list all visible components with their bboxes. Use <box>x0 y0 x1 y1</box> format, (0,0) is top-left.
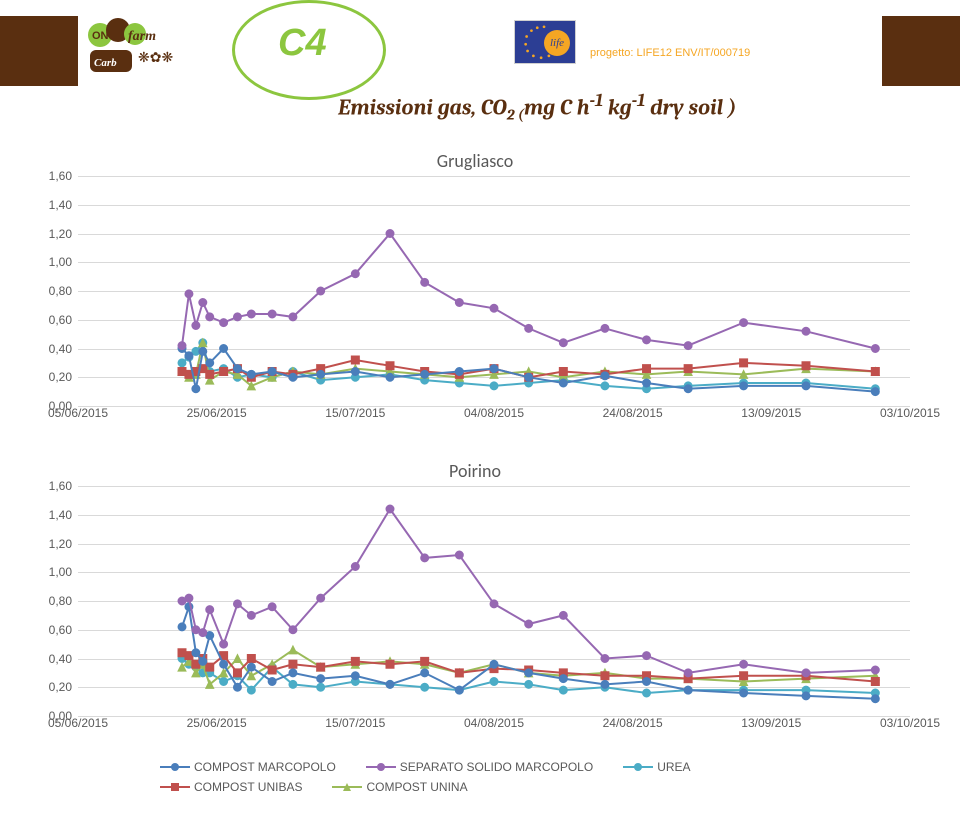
legend-swatch <box>366 766 396 768</box>
legend-item-compost_unibas: COMPOST UNIBAS <box>160 780 302 794</box>
chart1-title: Grugliasco <box>40 150 910 172</box>
gridline <box>78 176 910 177</box>
life-line3: progetto: LIFE12 ENV/IT/000719 <box>590 47 810 59</box>
life-disc-icon: life <box>544 30 570 56</box>
y-tick-label: 1,60 <box>42 479 72 493</box>
series-line-urea <box>182 343 875 389</box>
legend-item-urea: UREA <box>623 760 690 774</box>
x-tick-label: 05/06/2015 <box>48 406 108 420</box>
series-markers-compost_unina <box>178 646 879 689</box>
y-tick-label: 1,40 <box>42 508 72 522</box>
gridline <box>78 630 910 631</box>
series-line-compost_marcopolo <box>182 607 875 699</box>
gridline <box>78 601 910 602</box>
legend-item-separato: SEPARATO SOLIDO MARCOPOLO <box>366 760 593 774</box>
series-markers-compost_unina <box>178 339 879 390</box>
legend-swatch <box>332 786 362 788</box>
y-tick-label: 1,20 <box>42 537 72 551</box>
series-markers-compost_unibas <box>178 649 879 686</box>
x-tick-label: 05/06/2015 <box>48 716 108 730</box>
gridline <box>78 486 910 487</box>
x-tick-label: 04/08/2015 <box>464 406 524 420</box>
series-markers-urea <box>178 655 879 698</box>
svg-text:Carb: Carb <box>94 57 117 69</box>
y-tick-label: 1,00 <box>42 255 72 269</box>
series-line-separato <box>182 509 875 673</box>
legend-item-compost_marcopolo: COMPOST MARCOPOLO <box>160 760 336 774</box>
legend-label: COMPOST UNINA <box>366 780 467 794</box>
x-tick-label: 13/09/2015 <box>741 716 801 730</box>
chart2-title: Poirino <box>40 460 910 482</box>
y-tick-label: 0,40 <box>42 652 72 666</box>
gridline <box>78 515 910 516</box>
chart2-plot: 0,000,200,400,600,801,001,201,401,60 <box>78 486 910 716</box>
gridline <box>78 377 910 378</box>
svg-text:farm: farm <box>128 29 156 44</box>
y-tick-label: 1,00 <box>42 565 72 579</box>
gridline <box>78 234 910 235</box>
life-text: Life+ Environment Policy and Governance … <box>590 18 810 59</box>
svg-text:ON: ON <box>92 30 109 42</box>
y-tick-label: 0,40 <box>42 342 72 356</box>
series-line-compost_unibas <box>182 653 875 682</box>
y-tick-label: 0,20 <box>42 370 72 384</box>
legend-label: COMPOST UNIBAS <box>194 780 302 794</box>
y-tick-label: 0,80 <box>42 284 72 298</box>
x-tick-label: 24/08/2015 <box>603 716 663 730</box>
series-markers-urea <box>178 339 879 393</box>
series-line-compost_marcopolo <box>182 349 875 392</box>
y-tick-label: 1,60 <box>42 169 72 183</box>
gridline <box>78 349 910 350</box>
legend: COMPOST MARCOPOLO SEPARATO SOLIDO MARCOPO… <box>160 760 691 800</box>
gridline <box>78 205 910 206</box>
c4-label: C4 <box>278 22 327 65</box>
y-tick-label: 0,60 <box>42 313 72 327</box>
y-tick-label: 0,80 <box>42 594 72 608</box>
legend-row: COMPOST UNIBAS COMPOST UNINA <box>160 780 691 794</box>
legend-swatch <box>160 766 190 768</box>
carbonfarm-logo: Carb ON farm ❋✿❋ <box>88 10 212 74</box>
x-tick-label: 04/08/2015 <box>464 716 524 730</box>
page-title: Emissioni gas, CO2 (mg C h-1 kg-1 dry so… <box>338 90 737 124</box>
chart-grugliasco: Grugliasco 0,000,200,400,600,801,001,201… <box>40 150 910 430</box>
x-tick-label: 25/06/2015 <box>187 716 247 730</box>
chart2-xlabels: 05/06/201525/06/201515/07/201504/08/2015… <box>78 716 910 736</box>
chart-poirino: Poirino 0,000,200,400,600,801,001,201,40… <box>40 460 910 760</box>
eu-flag-icon: life <box>514 20 576 64</box>
x-tick-label: 24/08/2015 <box>603 406 663 420</box>
gridline <box>78 572 910 573</box>
y-tick-label: 0,60 <box>42 623 72 637</box>
chart1-xlabels: 05/06/201525/06/201515/07/201504/08/2015… <box>78 406 910 426</box>
series-line-compost_unibas <box>182 360 875 377</box>
life-line1: Life+ Environment Policy and Governance <box>590 18 810 29</box>
gridline <box>78 687 910 688</box>
svg-text:❋✿❋: ❋✿❋ <box>138 49 173 65</box>
legend-item-compost_unina: COMPOST UNINA <box>332 780 467 794</box>
x-tick-label: 25/06/2015 <box>187 406 247 420</box>
legend-label: COMPOST MARCOPOLO <box>194 760 336 774</box>
gridline <box>78 320 910 321</box>
series-markers-separato <box>178 505 879 677</box>
legend-label: SEPARATO SOLIDO MARCOPOLO <box>400 760 593 774</box>
chart1-plot: 0,000,200,400,600,801,001,201,401,60 <box>78 176 910 406</box>
legend-label: UREA <box>657 760 690 774</box>
x-tick-label: 15/07/2015 <box>325 716 385 730</box>
legend-swatch <box>623 766 653 768</box>
series-markers-compost_marcopolo <box>178 345 879 396</box>
gridline <box>78 291 910 292</box>
series-line-compost_unina <box>182 650 875 685</box>
legend-swatch <box>160 786 190 788</box>
life-line2: LIFE CarbOnFarm <box>590 29 810 47</box>
gridline <box>78 262 910 263</box>
y-tick-label: 1,20 <box>42 227 72 241</box>
x-tick-label: 15/07/2015 <box>325 406 385 420</box>
x-tick-label: 13/09/2015 <box>741 406 801 420</box>
gridline <box>78 659 910 660</box>
gridline <box>78 544 910 545</box>
y-tick-label: 1,40 <box>42 198 72 212</box>
legend-row: COMPOST MARCOPOLO SEPARATO SOLIDO MARCOPO… <box>160 760 691 774</box>
x-tick-label: 03/10/2015 <box>880 716 940 730</box>
y-tick-label: 0,20 <box>42 680 72 694</box>
x-tick-label: 03/10/2015 <box>880 406 940 420</box>
